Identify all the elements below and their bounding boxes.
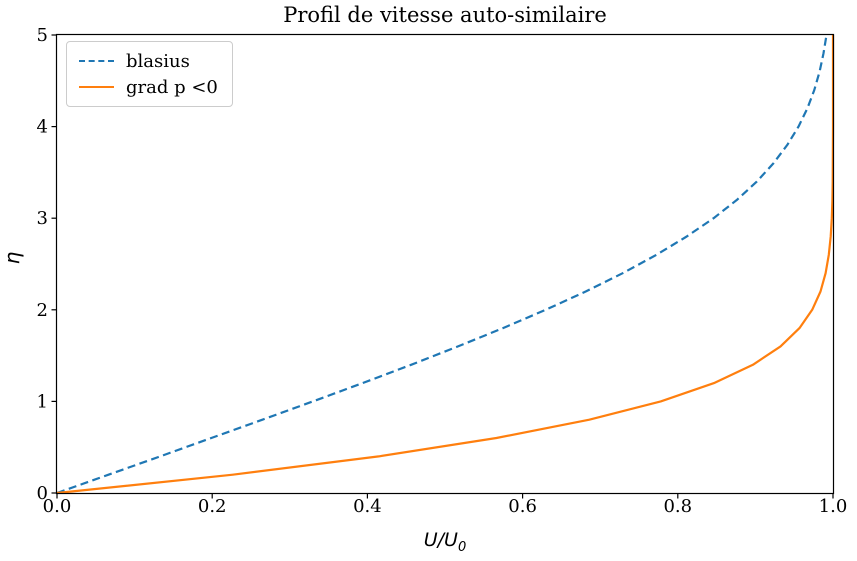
- x-tick-label: 1.0: [819, 496, 848, 517]
- y-tick-label: 5: [37, 25, 48, 46]
- legend: blasius grad p <0: [66, 41, 233, 107]
- chart-title: Profil de vitesse auto-similaire: [283, 3, 607, 27]
- legend-swatch-dashed-line: [79, 60, 114, 62]
- y-tick-label: 3: [37, 208, 48, 229]
- y-tick-label: 1: [37, 391, 48, 412]
- x-tick-label: 0.8: [663, 496, 692, 517]
- axes-spines: [55, 33, 835, 495]
- legend-item-1: grad p <0: [79, 74, 218, 100]
- legend-label: grad p <0: [126, 76, 218, 98]
- y-tick-label: 4: [37, 117, 48, 138]
- y-axis-label: η: [0, 251, 24, 265]
- x-tick-label: 0.2: [198, 496, 227, 517]
- legend-swatch-solid-line: [79, 86, 114, 88]
- legend-label: blasius: [126, 50, 190, 72]
- x-axis-label-main: U/U: [423, 529, 458, 551]
- legend-item-0: blasius: [79, 48, 218, 74]
- y-tick-label: 0: [37, 483, 48, 504]
- x-tick-label: 0.4: [353, 496, 382, 517]
- x-axis-label-subscript: 0: [457, 539, 467, 555]
- x-tick-label: 0.6: [508, 496, 537, 517]
- x-tick-label: 0.0: [43, 496, 72, 517]
- y-tick-label: 2: [37, 300, 48, 321]
- series-line-blasius: [56, 34, 828, 495]
- x-axis-label: U/U0: [57, 529, 833, 555]
